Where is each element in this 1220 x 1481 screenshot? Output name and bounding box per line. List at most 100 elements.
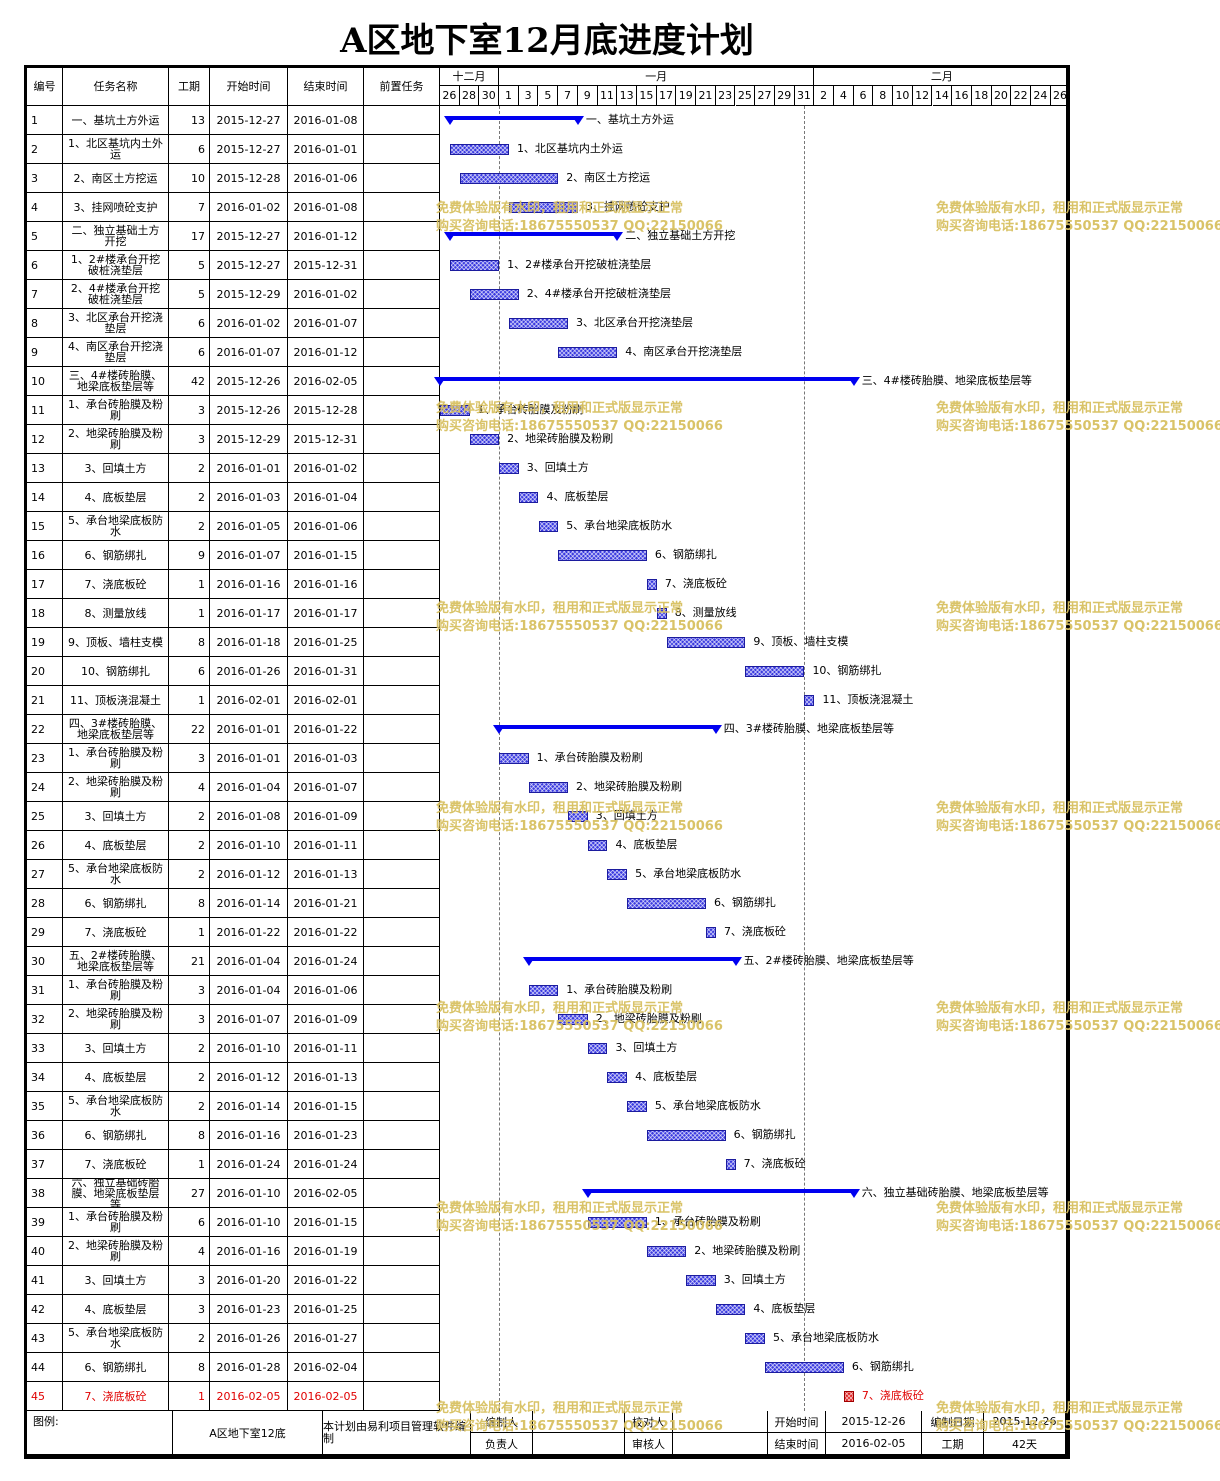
task-predecessors-cell	[364, 947, 440, 976]
task-duration-cell: 2	[169, 483, 210, 512]
task-end-cell: 2015-12-31	[288, 251, 364, 280]
task-duration-cell: 21	[169, 947, 210, 976]
task-bar	[666, 637, 746, 648]
day-tick: 28	[459, 86, 480, 106]
task-bar	[715, 1304, 746, 1315]
legend-label: 图例:	[27, 1411, 173, 1455]
task-start-cell: 2016-02-01	[210, 686, 288, 715]
task-id-cell: 43	[27, 1324, 63, 1353]
task-id-cell: 16	[27, 541, 63, 570]
task-end-cell: 2016-02-05	[288, 367, 364, 396]
summary-start-marker	[434, 377, 446, 386]
task-name-cell: 5、承台地梁底板防水	[63, 1324, 169, 1353]
header-end: 结束时间	[288, 68, 364, 106]
task-start-cell: 2016-01-08	[210, 802, 288, 831]
date-value: 2015-12-26	[984, 1411, 1066, 1433]
bar-label: 8、测量放线	[674, 606, 737, 619]
bar-label: 1、2#楼承台开挖破桩浇垫层	[507, 258, 652, 271]
task-duration-cell: 3	[169, 396, 210, 425]
task-name-cell: 4、底板垫层	[63, 1295, 169, 1324]
bar-label: 4、底板垫层	[615, 838, 678, 851]
task-end-cell: 2016-01-22	[288, 1266, 364, 1295]
bar-label: 2、4#楼承台开挖破桩浇垫层	[526, 287, 672, 300]
task-id-cell: 17	[27, 570, 63, 599]
task-id-cell: 24	[27, 773, 63, 802]
task-duration-cell: 6	[169, 1208, 210, 1237]
approver-label: 审核人	[625, 1433, 673, 1455]
task-end-cell: 2016-01-01	[288, 135, 364, 164]
task-duration-cell: 3	[169, 744, 210, 773]
task-name-cell: 2、地梁砖胎膜及粉刷	[63, 425, 169, 454]
bar-label: 四、3#楼砖胎膜、地梁底板垫层等	[723, 722, 895, 735]
task-predecessors-cell	[364, 483, 440, 512]
day-tick: 4	[834, 86, 854, 106]
task-name-cell: 3、回填土方	[63, 802, 169, 831]
task-duration-cell: 1	[169, 599, 210, 628]
task-name-cell: 5、承台地梁底板防水	[63, 1092, 169, 1121]
task-id-cell: 10	[27, 367, 63, 396]
bar-label: 3、回填土方	[595, 809, 658, 822]
task-id-cell: 34	[27, 1063, 63, 1092]
task-bar	[459, 173, 559, 184]
bar-label: 2、地梁砖胎膜及粉刷	[694, 1244, 801, 1257]
bar-label: 1、北区基坑内土外运	[516, 142, 623, 155]
task-id-cell: 2	[27, 135, 63, 164]
month-header: 十二月	[440, 68, 500, 86]
task-duration-cell: 2	[169, 512, 210, 541]
task-start-cell: 2015-12-27	[210, 251, 288, 280]
task-duration-cell: 13	[169, 106, 210, 135]
task-start-cell: 2015-12-26	[210, 367, 288, 396]
task-predecessors-cell	[364, 193, 440, 222]
task-duration-cell: 2	[169, 454, 210, 483]
task-start-cell: 2016-01-07	[210, 1005, 288, 1034]
summary-bar	[449, 232, 618, 236]
task-name-cell: 7、浇底板砼	[63, 570, 169, 599]
bar-label: 1、承台砖胎膜及粉刷	[477, 403, 584, 416]
task-id-cell: 27	[27, 860, 63, 889]
task-bar	[558, 1014, 588, 1025]
task-predecessors-cell	[364, 338, 440, 367]
summary-end-marker	[847, 1189, 860, 1198]
owner-label: 负责人	[471, 1433, 533, 1455]
task-id-cell: 25	[27, 802, 63, 831]
task-duration-cell: 4	[169, 1237, 210, 1266]
task-predecessors-cell	[364, 1382, 440, 1411]
task-end-cell: 2016-01-11	[288, 1034, 364, 1063]
task-end-cell: 2016-02-04	[288, 1353, 364, 1382]
task-duration-cell: 2	[169, 831, 210, 860]
task-end-cell: 2016-01-27	[288, 1324, 364, 1353]
task-duration-cell: 1	[169, 1150, 210, 1179]
task-name-cell: 4、底板垫层	[63, 1063, 169, 1092]
task-duration-cell: 8	[169, 628, 210, 657]
task-bar	[646, 1246, 687, 1257]
task-predecessors-cell	[364, 251, 440, 280]
task-name-cell: 7、浇底板砼	[63, 1382, 169, 1411]
task-id-cell: 20	[27, 657, 63, 686]
bar-label: 3、挂网喷砼支护	[585, 200, 670, 213]
month-header: 二月	[814, 68, 1071, 86]
task-duration-cell: 2	[169, 860, 210, 889]
task-predecessors-cell	[364, 1208, 440, 1237]
task-end-cell: 2016-01-21	[288, 889, 364, 918]
day-tick: 10	[893, 86, 913, 106]
day-tick: 14	[932, 86, 953, 106]
task-predecessors-cell	[364, 1237, 440, 1266]
task-duration-cell: 3	[169, 976, 210, 1005]
day-tick: 19	[676, 86, 697, 106]
header-predecessors: 前置任务	[364, 68, 440, 106]
task-duration-cell: 6	[169, 309, 210, 338]
duration-label: 工期	[922, 1433, 984, 1455]
task-id-cell: 14	[27, 483, 63, 512]
task-duration-cell: 6	[169, 338, 210, 367]
bar-label: 6、钢筋绑扎	[733, 1128, 796, 1141]
task-id-cell: 6	[27, 251, 63, 280]
task-predecessors-cell	[364, 541, 440, 570]
day-tick: 22	[1011, 86, 1031, 106]
task-start-cell: 2016-01-01	[210, 454, 288, 483]
approver-value	[673, 1433, 768, 1455]
task-name-cell: 10、钢筋绑扎	[63, 657, 169, 686]
task-name-cell: 7、浇底板砼	[63, 1150, 169, 1179]
day-tick: 18	[971, 86, 992, 106]
task-name-cell: 3、回填土方	[63, 1034, 169, 1063]
task-bar	[607, 1072, 628, 1083]
